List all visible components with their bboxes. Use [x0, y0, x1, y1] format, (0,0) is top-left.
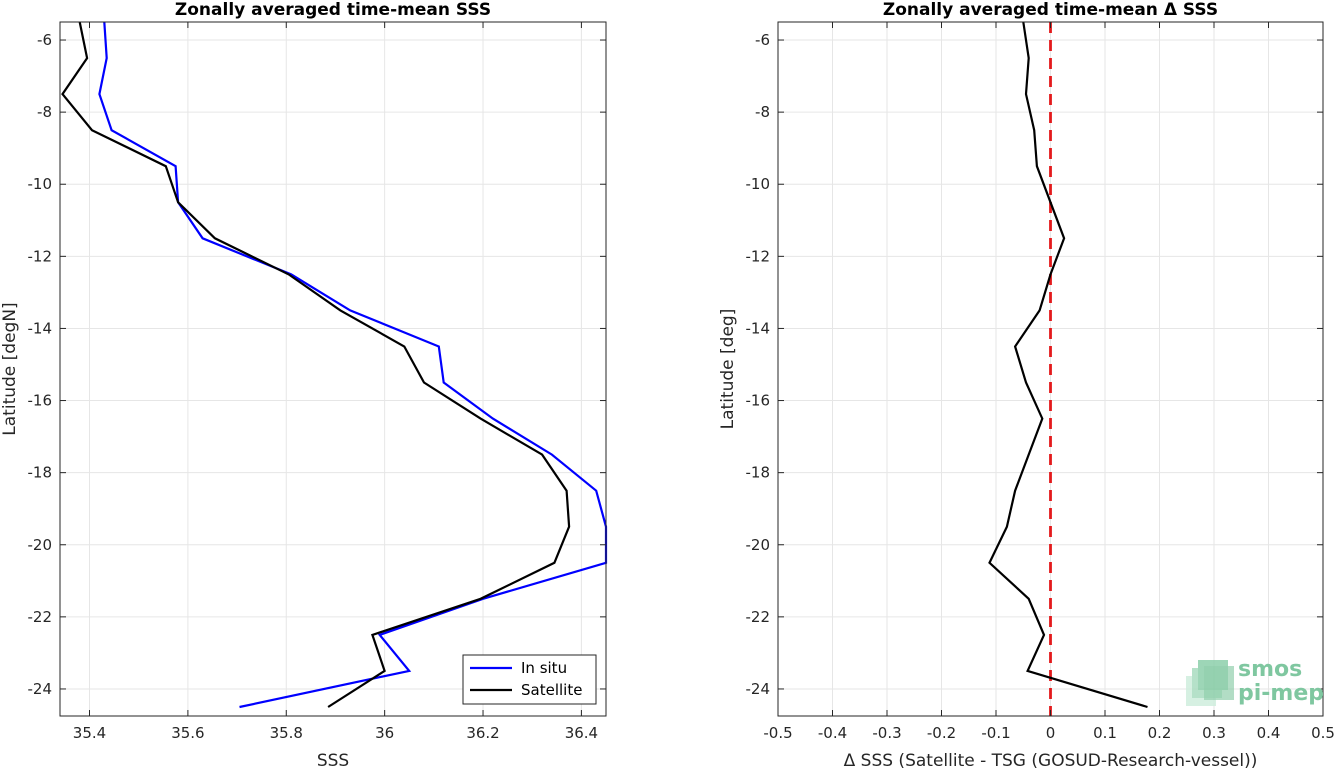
left-y-axis-label: Latitude [degN] — [0, 302, 20, 435]
logo-text-line1: smos — [1238, 657, 1302, 682]
layered-squares-icon — [1186, 660, 1234, 706]
legend-label-in-situ: In situ — [521, 659, 567, 677]
right-series-lines — [988, 21, 1148, 716]
x-tick-label: 36 — [375, 724, 394, 742]
left-ticks: 35.4 35.6 35.8 36 36.2 36.4 -6 -8 -10 -12 -14 -16 -1… — [28, 22, 606, 742]
x-tick-label: 0 — [1046, 724, 1056, 742]
y-tick-label: -6 — [755, 31, 770, 49]
x-tick-label: 36.4 — [565, 724, 598, 742]
right-y-axis-label: Latitude [deg] — [718, 309, 738, 430]
y-tick-label: -14 — [746, 319, 771, 337]
right-x-axis-label: Δ SSS (Satellite - TSG (GOSUD-Research-v… — [844, 751, 1258, 769]
satellite-line — [61, 21, 571, 708]
legend-box — [462, 654, 597, 705]
y-tick-label: -24 — [746, 680, 771, 698]
left-chart-title: Zonally averaged time-mean SSS — [175, 0, 491, 20]
x-tick-label: -0.2 — [927, 724, 956, 742]
y-tick-label: -20 — [28, 536, 53, 554]
x-tick-label: 36.2 — [466, 724, 499, 742]
y-tick-label: -18 — [746, 464, 771, 482]
x-tick-label: 0.4 — [1257, 724, 1281, 742]
left-chart-panel: 35.4 35.6 35.8 36 36.2 36.4 -6 -8 -10 -12 -14 -16 -1… — [0, 0, 608, 769]
y-tick-label: -22 — [28, 608, 53, 626]
left-gridlines — [60, 22, 606, 716]
logo-text-line2: pi-mep — [1238, 681, 1324, 706]
x-tick-label: -0.5 — [763, 724, 792, 742]
y-tick-label: -10 — [28, 175, 53, 193]
in-situ-line — [98, 21, 608, 709]
x-tick-label: -0.1 — [981, 724, 1010, 742]
left-plot-area — [60, 22, 606, 716]
right-chart-title: Zonally averaged time-mean Δ SSS — [883, 0, 1218, 20]
y-tick-label: -6 — [37, 31, 52, 49]
y-tick-label: -14 — [28, 319, 53, 337]
x-tick-label: 35.6 — [171, 724, 204, 742]
y-tick-label: -24 — [28, 680, 53, 698]
right-chart-panel: -0.5 -0.4 -0.3 -0.2 -0.1 0 0.1 0.2 0.3 0.4 0.5 -6 -8… — [718, 0, 1335, 769]
x-tick-label: 0.2 — [1148, 724, 1172, 742]
x-tick-label: 0.1 — [1093, 724, 1117, 742]
smos-pi-mep-logo: smos pi-mep — [1186, 657, 1324, 706]
left-x-axis-label: SSS — [317, 751, 349, 769]
delta-sss-line — [988, 21, 1148, 709]
y-tick-label: -8 — [755, 103, 770, 121]
right-ticks: -0.5 -0.4 -0.3 -0.2 -0.1 0 0.1 0.2 0.3 0.4 0.5 -6 -8… — [746, 22, 1335, 742]
x-tick-label: 35.8 — [270, 724, 303, 742]
legend: In situ Satellite — [462, 654, 597, 705]
left-series-lines — [61, 21, 608, 709]
y-tick-label: -18 — [28, 464, 53, 482]
x-tick-label: 35.4 — [73, 724, 106, 742]
y-tick-label: -20 — [746, 536, 771, 554]
y-tick-label: -16 — [28, 392, 53, 410]
left-axes-box — [59, 21, 607, 717]
legend-label-satellite: Satellite — [521, 681, 582, 699]
x-tick-label: -0.3 — [872, 724, 901, 742]
y-tick-label: -12 — [28, 247, 53, 265]
x-tick-label: 0.3 — [1202, 724, 1226, 742]
y-tick-label: -10 — [746, 175, 771, 193]
y-tick-label: -16 — [746, 392, 771, 410]
y-tick-label: -12 — [746, 247, 771, 265]
y-tick-label: -8 — [37, 103, 52, 121]
x-tick-label: 0.5 — [1311, 724, 1335, 742]
x-tick-label: -0.4 — [818, 724, 847, 742]
y-tick-label: -22 — [746, 608, 771, 626]
